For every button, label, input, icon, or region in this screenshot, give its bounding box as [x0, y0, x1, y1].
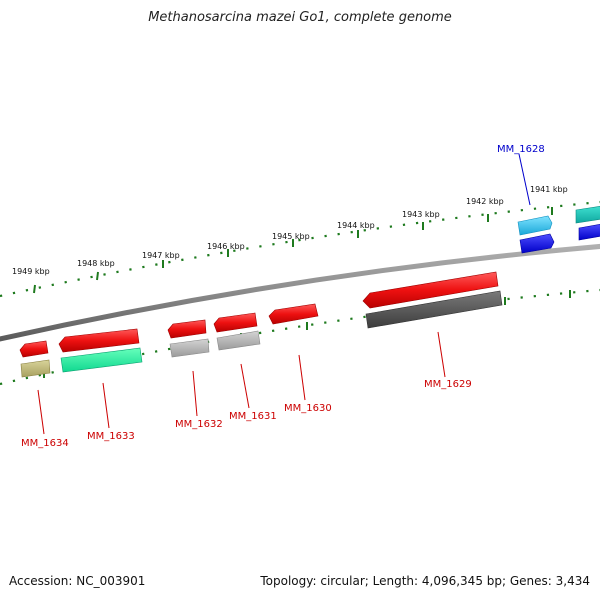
gene-label-mm-1629[interactable]: MM_1629: [424, 379, 472, 390]
cds-arrow-mm-1633[interactable]: [60, 347, 143, 373]
cds-arrow-mm-1628[interactable]: [519, 233, 555, 254]
tick-label: 1941 kbp: [530, 185, 568, 194]
cds-arrow-mm-1629[interactable]: [365, 290, 503, 329]
tick-label: 1946 kbp: [207, 242, 245, 251]
gene-label-mm-1628[interactable]: MM_1628: [497, 144, 545, 155]
cds-arrow-partial[interactable]: [578, 224, 600, 241]
cds-arrow-mm-1631[interactable]: [216, 330, 261, 351]
reverse-features: [19, 271, 503, 378]
gene-label-mm-1634[interactable]: MM_1634: [21, 438, 69, 449]
reverse-tick-track: [0, 288, 600, 386]
forward-tick-track: [0, 200, 600, 298]
gene-arrow-mm-1632[interactable]: [167, 319, 207, 339]
accession-text: Accession: NC_003901: [9, 574, 146, 588]
cds-arrow-mm-1634[interactable]: [20, 359, 51, 378]
tick-label: 1943 kbp: [402, 210, 440, 219]
tick-label: 1945 kbp: [272, 232, 310, 241]
gene-arrow-mm-1634[interactable]: [19, 340, 49, 358]
gene-arrow-mm-1633[interactable]: [58, 328, 140, 353]
tick-label: 1948 kbp: [77, 259, 115, 268]
genome-backbone: [0, 243, 600, 342]
gene-label-mm-1633[interactable]: MM_1633: [87, 431, 135, 442]
forward-major-ticks: [33, 207, 553, 294]
gene-label-mm-1631[interactable]: MM_1631: [229, 411, 277, 422]
map-title: Methanosarcina mazei Go1, complete genom…: [148, 10, 452, 25]
tick-label: 1944 kbp: [337, 221, 375, 230]
tick-label: 1942 kbp: [466, 197, 504, 206]
cds-arrow-mm-1632[interactable]: [169, 338, 210, 358]
label-leaders: [37, 153, 531, 435]
genome-summary-text: Topology: circular; Length: 4,096,345 bp…: [260, 574, 590, 588]
gene-label-mm-1632[interactable]: MM_1632: [175, 419, 223, 430]
gene-arrow-mm-1630[interactable]: [268, 303, 319, 325]
gene-label-mm-1630[interactable]: MM_1630: [284, 403, 332, 414]
forward-features: [517, 206, 600, 254]
gene-arrow-mm-1629[interactable]: [362, 271, 499, 309]
gene-arrow-mm-1628[interactable]: [517, 215, 553, 236]
tick-label: 1949 kbp: [12, 267, 50, 276]
tick-label: 1947 kbp: [142, 251, 180, 260]
gene-arrow-partial[interactable]: [575, 206, 600, 224]
gene-arrow-mm-1631[interactable]: [213, 312, 258, 333]
